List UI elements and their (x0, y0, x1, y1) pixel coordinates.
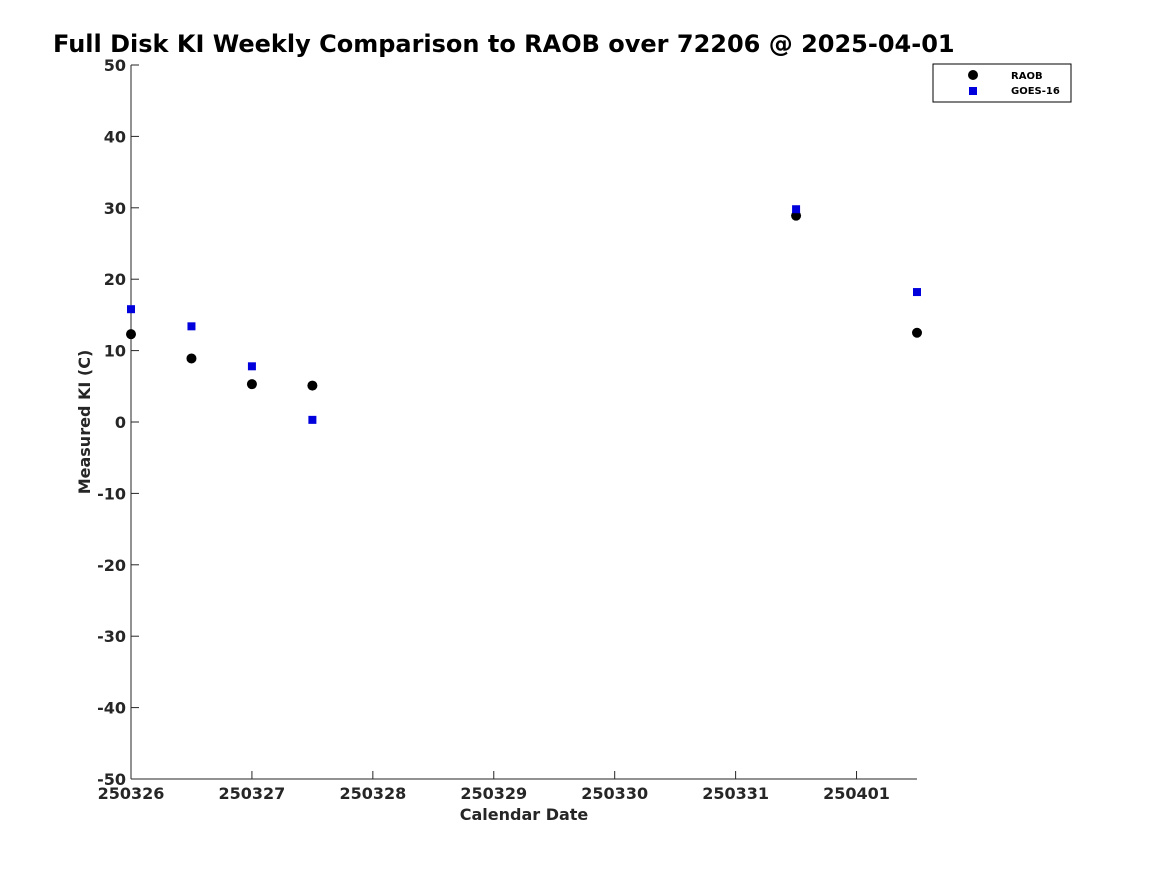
x-axis-label: Calendar Date (460, 805, 589, 824)
raob-point (126, 329, 136, 340)
goes-16-point (792, 205, 801, 214)
chart-title: Full Disk KI Weekly Comparison to RAOB o… (53, 30, 955, 58)
legend-goes-label: GOES-16 (1011, 86, 1060, 97)
x-tick-label: 250401 (823, 784, 890, 803)
raob-point (246, 379, 257, 390)
y-axis-label: Measured KI (C) (75, 350, 94, 495)
raob-point (186, 353, 197, 364)
y-tick-label: 20 (104, 270, 126, 289)
goes-16-point (127, 305, 135, 314)
y-tick-label: 50 (104, 56, 126, 75)
x-tick-label: 250328 (339, 784, 406, 803)
legend-box (932, 63, 1072, 103)
goes-16-point (187, 322, 196, 331)
x-tick-label: 250327 (219, 784, 286, 803)
legend-raob-marker (968, 70, 978, 80)
y-tick-label: 10 (104, 342, 126, 361)
x-tick-label: 250329 (460, 784, 527, 803)
y-tick-label: -40 (97, 699, 126, 718)
x-tick-label: 250331 (702, 784, 769, 803)
y-tick-label: 40 (104, 127, 126, 146)
y-ticks: 50 40 30 20 10 0 -10 -20 -30 -40 -50 (97, 56, 139, 789)
raob-point (912, 327, 922, 338)
y-tick-label: 30 (104, 199, 126, 218)
y-tick-label: -10 (97, 484, 126, 503)
data-markers (126, 205, 922, 424)
y-tick-label: -30 (97, 627, 126, 646)
y-tick-label: -20 (97, 556, 126, 575)
y-tick-label: -50 (97, 770, 126, 789)
y-tick-label: 0 (115, 413, 126, 432)
legend: RAOB GOES-16 (932, 63, 1072, 103)
x-ticks: 250326 250327 250328 250329 250330 250331 2504… (98, 771, 890, 803)
goes-16-point (247, 362, 256, 371)
raob-point (307, 380, 318, 391)
legend-raob-label: RAOB (1011, 71, 1043, 82)
goes-16-point (308, 415, 317, 424)
x-tick-label: 250326 (98, 784, 165, 803)
goes-16-point (913, 288, 921, 297)
x-tick-label: 250330 (581, 784, 648, 803)
legend-goes-marker (969, 87, 977, 95)
plot-area (130, 65, 917, 780)
